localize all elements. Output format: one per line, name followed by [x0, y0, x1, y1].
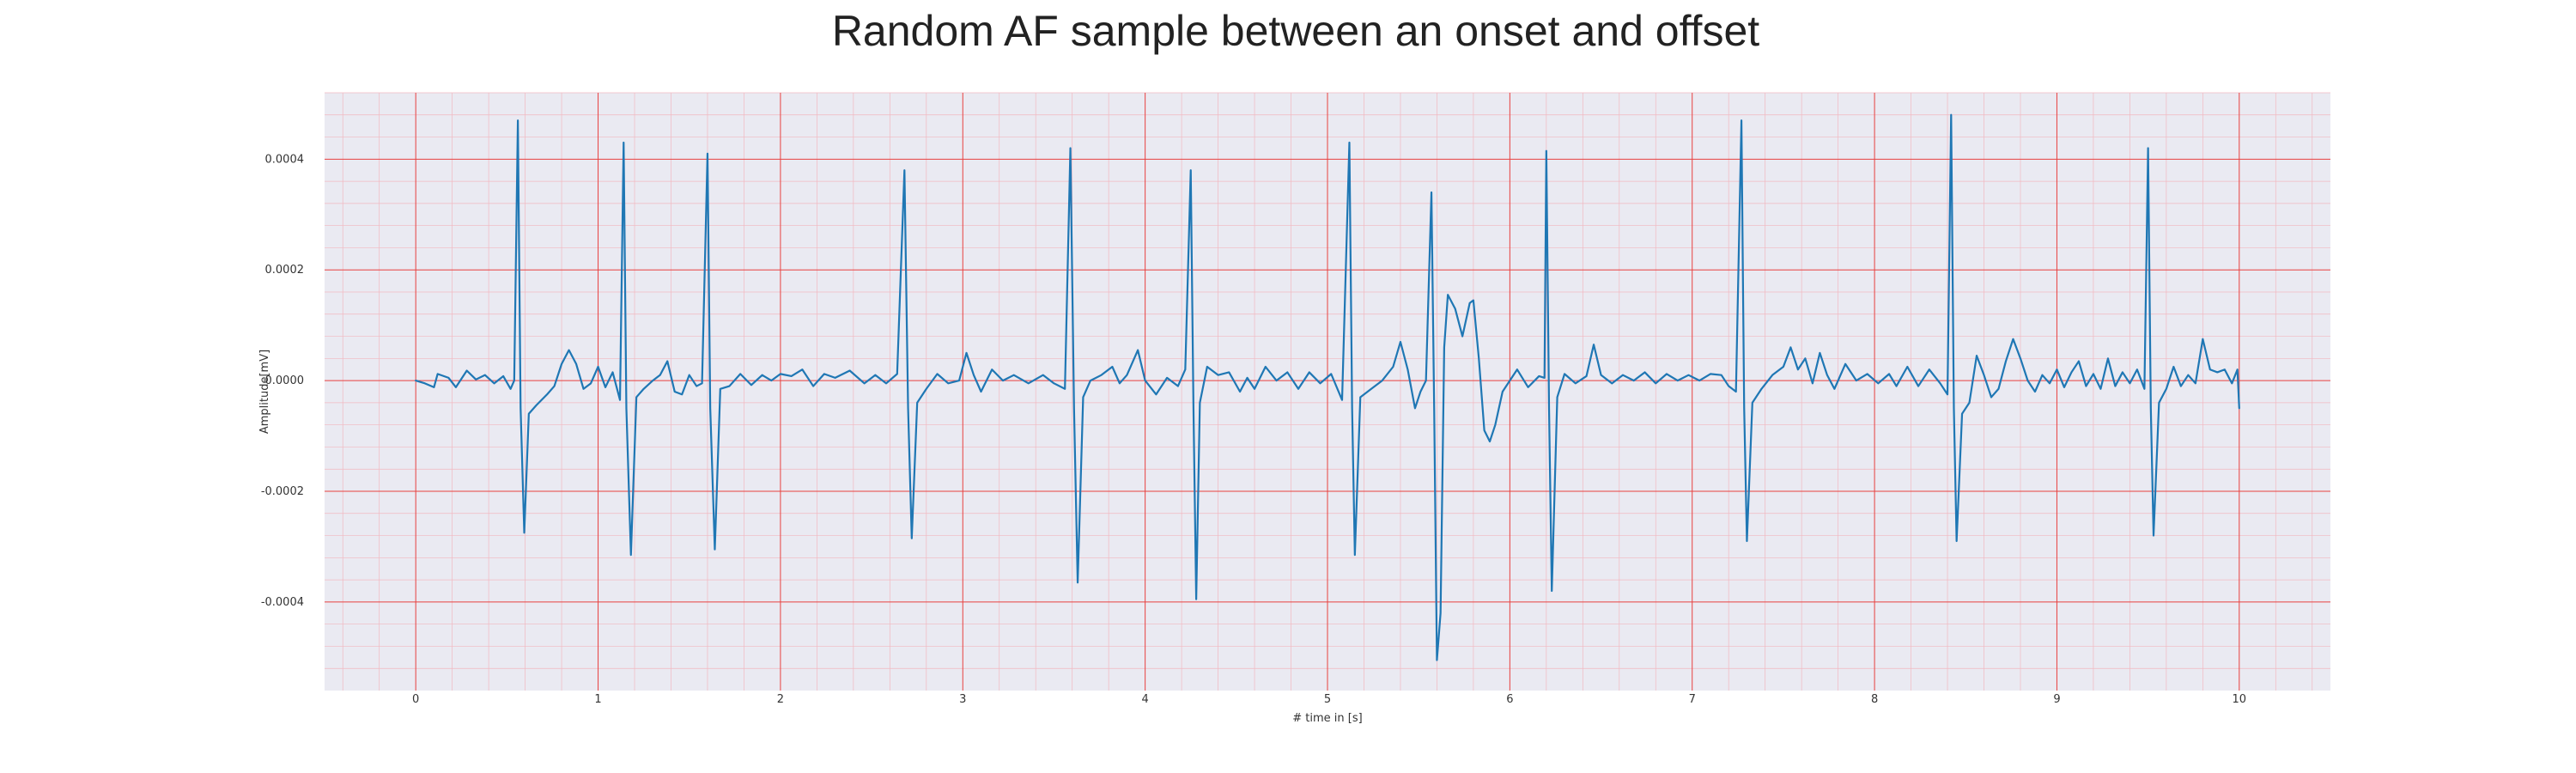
y-axis-label: Amplitude[mV]: [258, 350, 271, 434]
x-tick-label: 5: [1324, 693, 1331, 706]
x-tick-label: 2: [777, 693, 784, 706]
plot-area: [325, 92, 2330, 691]
y-tick-label: 0.0000: [265, 374, 305, 387]
series-layer: [415, 113, 2240, 661]
x-tick-label: 0: [412, 693, 419, 706]
x-axis-label: # time in [s]: [1292, 712, 1362, 725]
y-tick-label: 0.0004: [265, 153, 305, 166]
y-tick-label: -0.0002: [261, 485, 304, 498]
x-tick-label: 1: [594, 693, 601, 706]
major-grid: [325, 93, 2330, 691]
x-tick-label: 4: [1141, 693, 1148, 706]
x-tick-label: 3: [959, 693, 966, 706]
x-tick-label: 10: [2233, 693, 2247, 706]
y-tick-label: 0.0002: [265, 264, 305, 277]
y-axis-tick-labels: -0.0004 -0.0002 0.0000 0.0002 0.0004: [261, 153, 304, 609]
series-line: [415, 113, 2240, 661]
x-axis-tick-labels: 0 1 2 3 4 5 6 7 8 9 10: [412, 693, 2246, 706]
y-tick-label: -0.0004: [261, 596, 304, 609]
chart-title: Random AF sample between an onset and of…: [832, 7, 1759, 55]
x-tick-label: 6: [1506, 693, 1513, 706]
x-tick-label: 7: [1689, 693, 1696, 706]
x-tick-label: 9: [2053, 693, 2060, 706]
x-tick-label: 8: [1871, 693, 1878, 706]
